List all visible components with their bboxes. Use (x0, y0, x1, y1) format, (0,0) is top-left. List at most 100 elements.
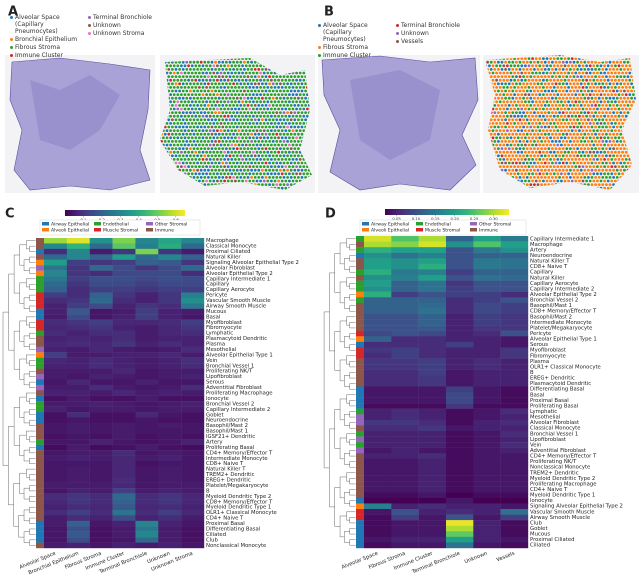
spot (270, 108, 273, 111)
heatmap-cell (391, 303, 419, 309)
spot (220, 64, 223, 67)
heatmap-cell (181, 243, 204, 249)
spot (598, 162, 601, 165)
spot (236, 111, 239, 114)
spot (495, 100, 498, 103)
spot (497, 90, 500, 93)
spot (286, 111, 289, 114)
spot (274, 115, 277, 118)
group-strip (356, 253, 364, 259)
heatmap-cell (135, 282, 158, 288)
heatmap-cell (44, 309, 67, 315)
heatmap-cell (364, 375, 392, 381)
spot (616, 118, 619, 121)
spot (628, 86, 631, 89)
spot (274, 180, 277, 183)
spot (256, 180, 259, 183)
spot (263, 100, 266, 103)
spot (274, 144, 277, 147)
spot (292, 151, 295, 154)
spot (209, 93, 212, 96)
spot (229, 111, 232, 114)
group-strip (356, 392, 364, 398)
spot (182, 169, 185, 172)
heatmap-cell (419, 258, 447, 264)
heatmap-cell (501, 303, 529, 309)
spot (538, 180, 541, 183)
heatmap-cell (44, 336, 67, 342)
spot (290, 111, 293, 114)
spot (202, 64, 205, 67)
heatmap-cell (364, 470, 392, 476)
spot (623, 90, 626, 93)
heatmap-cell (90, 477, 113, 483)
spot (612, 97, 615, 100)
spot (558, 82, 561, 85)
spot (508, 126, 511, 129)
spot (286, 183, 289, 186)
spot (293, 140, 296, 143)
spot (529, 162, 532, 165)
spot (592, 115, 595, 118)
spot (229, 97, 232, 100)
heatmap-cell (419, 325, 447, 331)
spot (531, 86, 534, 89)
spot (297, 140, 300, 143)
spot (596, 151, 599, 154)
spot (290, 126, 293, 129)
spot (573, 176, 576, 179)
spot (506, 158, 509, 161)
spot (229, 162, 232, 165)
spot (524, 165, 527, 168)
spot (227, 129, 230, 132)
spot (612, 90, 615, 93)
spot (614, 108, 617, 111)
spot (254, 169, 257, 172)
spot (184, 165, 187, 168)
spot (238, 144, 241, 147)
group-strip (36, 374, 44, 380)
spot (574, 151, 577, 154)
group-strip (356, 359, 364, 365)
heatmap-cell (419, 515, 447, 521)
spot (196, 154, 199, 157)
spot (616, 126, 619, 129)
spot (538, 115, 541, 118)
heatmap-cell (473, 470, 501, 476)
legend-label: Other Stromal (155, 221, 187, 227)
spot (230, 180, 233, 183)
group-strip (356, 420, 364, 426)
spot (520, 129, 523, 132)
heatmap-cell (44, 423, 67, 429)
spot (558, 97, 561, 100)
spot (272, 126, 275, 129)
heatmap-cell (181, 374, 204, 380)
spot (252, 86, 255, 89)
spot (218, 169, 221, 172)
spot (263, 172, 266, 175)
spot (542, 72, 545, 75)
spot (517, 136, 520, 139)
spot (627, 104, 630, 107)
spot (533, 183, 536, 186)
spot (609, 97, 612, 100)
spot (519, 133, 522, 136)
spot (216, 172, 219, 175)
spot (283, 162, 286, 165)
heatmap-cell (391, 470, 419, 476)
spot (524, 86, 527, 89)
heatmap-cell (419, 292, 447, 298)
spot (259, 115, 262, 118)
legend-item: Fibrous Stroma (318, 44, 386, 51)
group-strip (36, 320, 44, 326)
spot (610, 129, 613, 132)
spot (268, 147, 271, 150)
spot (279, 183, 282, 186)
spot (283, 176, 286, 179)
spot (200, 111, 203, 114)
spot (571, 165, 574, 168)
spot (261, 147, 264, 150)
heatmap-cell (473, 448, 501, 454)
heatmap-cell (473, 247, 501, 253)
spot (223, 129, 226, 132)
